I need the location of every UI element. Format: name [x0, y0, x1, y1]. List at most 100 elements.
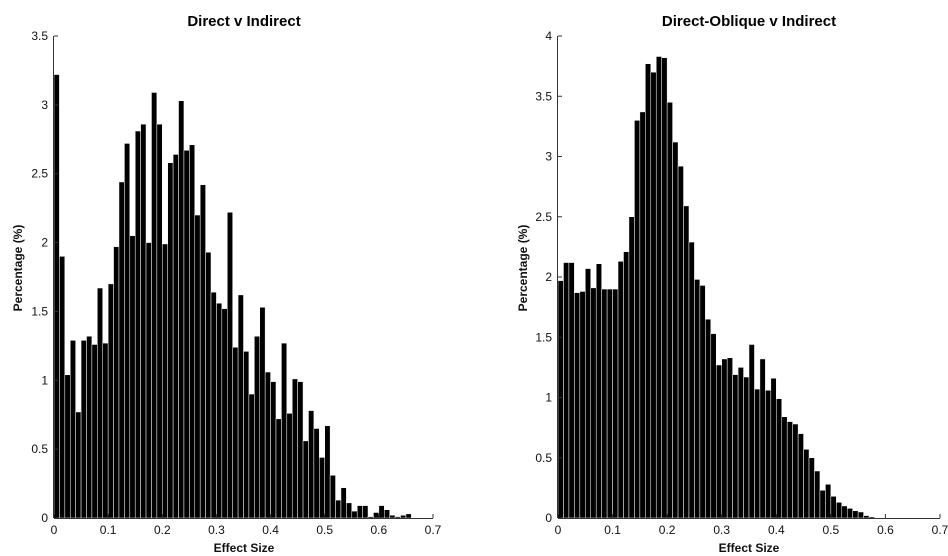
histogram-bar: [776, 398, 782, 519]
x-tick-label: 0.3: [208, 523, 225, 537]
histogram-bar: [405, 513, 412, 519]
histogram-bar: [863, 515, 870, 519]
histogram-bar: [275, 418, 282, 519]
histogram-bar: [590, 287, 597, 519]
histogram-bar: [199, 184, 206, 519]
histogram-bar: [107, 283, 114, 519]
histogram-bar: [557, 280, 564, 519]
histogram-bar: [140, 123, 147, 519]
histogram-bar: [612, 288, 619, 519]
x-tick-label: 0.5: [823, 523, 840, 537]
histogram-bar: [378, 505, 385, 519]
x-tick-label: 0.4: [768, 523, 785, 537]
histogram-bar: [563, 262, 570, 519]
bars: [53, 74, 412, 519]
histogram-bar: [770, 377, 777, 519]
histogram-bar: [151, 92, 158, 519]
x-tick-label: 0.1: [100, 523, 117, 537]
histogram-bar: [595, 263, 602, 519]
histogram-bar: [145, 242, 152, 519]
x-axis-label: Effect Size: [719, 541, 780, 555]
histogram-bar: [91, 344, 98, 519]
y-tick-label: 2: [41, 236, 48, 250]
histogram-bar: [113, 246, 120, 519]
histogram-bar: [601, 288, 608, 519]
histogram-bar: [167, 162, 174, 519]
histogram-bar: [124, 143, 131, 519]
histogram-bar: [281, 342, 288, 519]
histogram-bar: [97, 287, 103, 519]
histogram-bar: [356, 505, 363, 519]
histogram-bar: [759, 358, 766, 519]
histogram-bar: [743, 376, 750, 519]
histogram-bar: [221, 308, 228, 519]
histogram-bar: [264, 371, 271, 519]
y-tick-label: 3: [41, 98, 48, 112]
histogram-bar: [64, 374, 71, 519]
histogram-bar: [754, 388, 761, 519]
histogram-bar: [384, 509, 390, 519]
histogram-bar: [319, 457, 325, 519]
histogram-bar: [574, 292, 581, 519]
histogram-bar: [819, 490, 826, 519]
histogram-bar: [156, 123, 163, 519]
y-tick-label: 3.5: [31, 29, 48, 43]
histogram-bar: [579, 291, 586, 519]
histogram-bar: [677, 165, 684, 519]
histogram-bar: [672, 141, 679, 519]
x-tick-label: 0.6: [371, 523, 388, 537]
axes: 0 0.1 0.2 0.3 0.4 0.5 0.6 0.7 0 0.5 1 1.5 2 2.5 3 3.5 4: [535, 29, 948, 537]
x-tick-label: 0.2: [659, 523, 676, 537]
x-tick-label: 0.6: [877, 523, 894, 537]
histogram-bar: [841, 505, 848, 519]
histogram-bar: [683, 205, 690, 519]
histogram-bar: [786, 421, 793, 519]
histogram-bar: [227, 212, 233, 519]
histogram-bar: [868, 516, 875, 519]
histogram-bar: [721, 358, 728, 519]
histogram-bar: [836, 502, 843, 519]
histogram-bar: [259, 307, 266, 519]
histogram-bar: [617, 261, 624, 519]
histogram-bar: [302, 440, 309, 519]
histogram-bar: [286, 413, 293, 519]
histogram-bar: [205, 251, 212, 519]
histogram-bar: [189, 144, 196, 519]
axes: 0 0.1 0.2 0.3 0.4 0.5 0.6 0.7 0 0.5 1 1.5 2 2.5 3 3.5: [31, 29, 441, 537]
histogram-bar: [118, 181, 125, 519]
histogram-bar: [340, 487, 347, 519]
x-tick-label: 0.5: [316, 523, 333, 537]
x-tick-label: 0: [555, 523, 562, 537]
histogram-bar: [172, 154, 179, 519]
histogram-bar: [737, 367, 744, 519]
histogram-bar: [362, 505, 369, 519]
y-tick-label: 2.5: [535, 210, 552, 224]
y-tick-label: 1: [41, 373, 48, 387]
histogram-bar: [210, 291, 217, 519]
histogram-bar: [568, 262, 575, 519]
histogram-bar: [710, 333, 717, 519]
histogram-bar: [216, 302, 223, 519]
y-axis-label: Percentage (%): [11, 225, 25, 312]
x-tick-label: 0.4: [262, 523, 279, 537]
histogram-bar: [324, 425, 331, 519]
histogram-bar: [232, 346, 239, 519]
y-tick-label: 3: [545, 150, 552, 164]
histogram-bar: [329, 475, 336, 519]
histogram-bar: [102, 342, 109, 519]
histogram-bar: [628, 216, 635, 519]
x-tick-label: 0: [51, 523, 58, 537]
histogram-bar: [830, 496, 837, 519]
histogram-bar: [694, 279, 701, 519]
histogram-bar: [254, 335, 260, 519]
histogram-bar: [162, 243, 168, 519]
histogram-bar: [765, 390, 772, 519]
y-tick-label: 2: [545, 270, 552, 284]
y-axis-label: Percentage (%): [516, 225, 530, 312]
histogram-bar: [666, 102, 673, 519]
histogram-bar: [53, 74, 60, 519]
x-axis-label: Effect Size: [214, 541, 275, 555]
histogram-bar: [606, 288, 613, 519]
histogram-bar: [732, 374, 739, 519]
